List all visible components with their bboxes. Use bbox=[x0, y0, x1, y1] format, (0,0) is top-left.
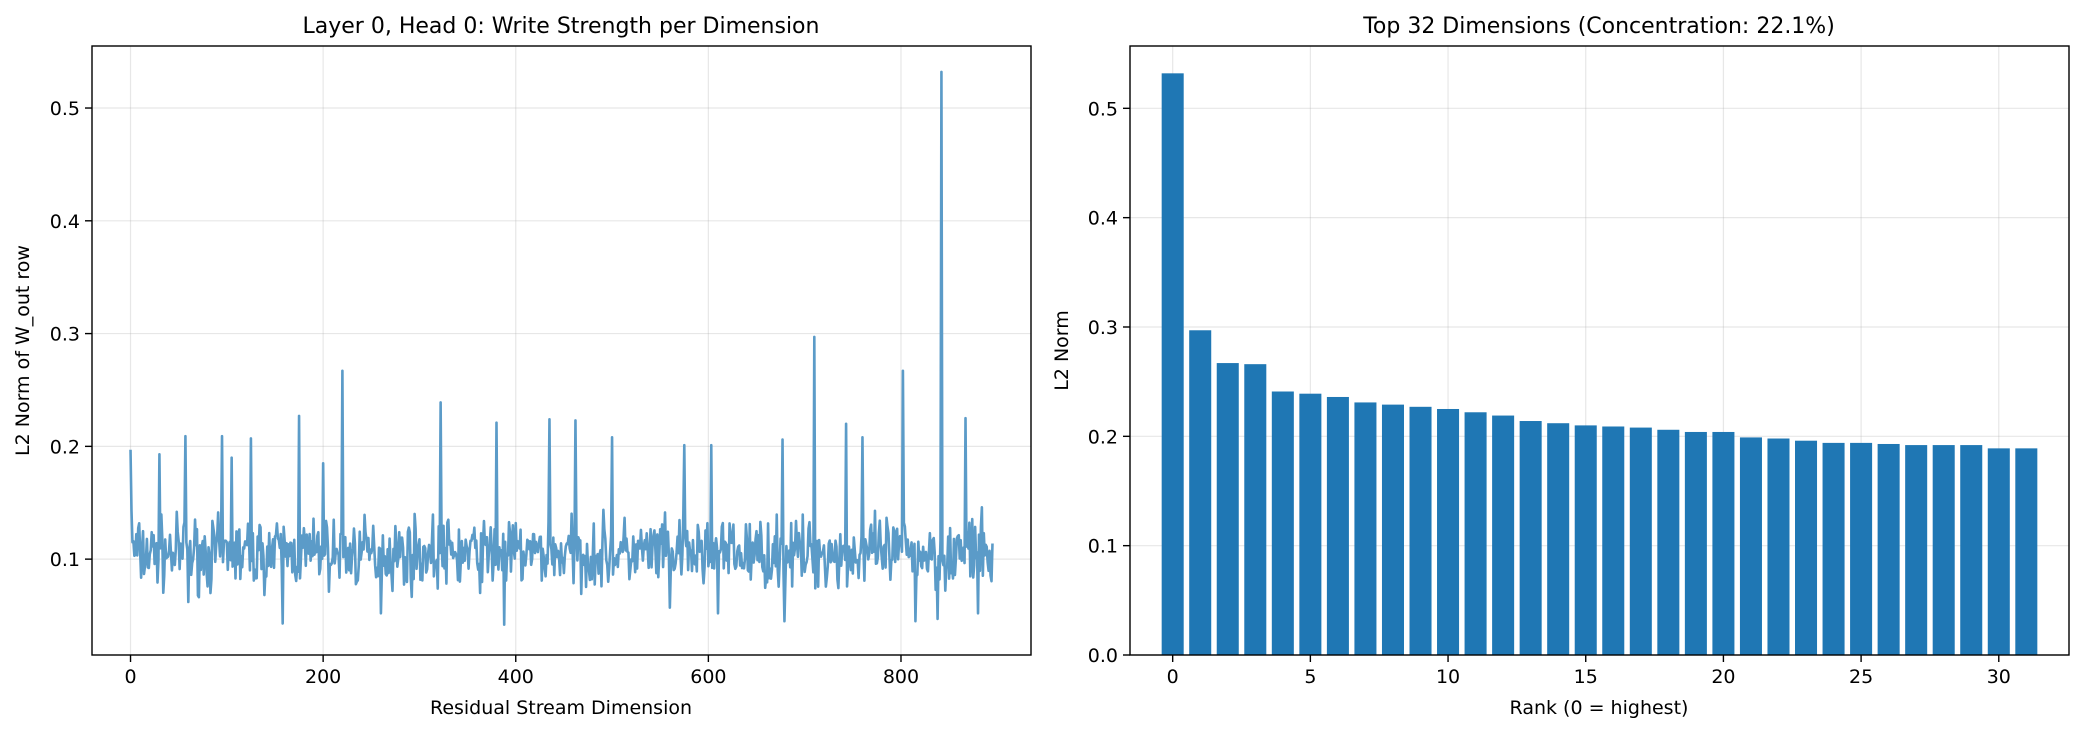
line-chart-x-tick-label: 400 bbox=[498, 666, 534, 688]
bar-rank-6 bbox=[1326, 396, 1349, 655]
bar-rank-30 bbox=[1987, 448, 2010, 655]
bar-rank-20 bbox=[1712, 431, 1735, 655]
bar-rank-9 bbox=[1409, 406, 1432, 655]
bar-chart-axes-frame bbox=[1129, 45, 2070, 656]
bar-rank-31 bbox=[2015, 448, 2038, 655]
bar-rank-13 bbox=[1519, 421, 1542, 655]
line-chart-series-line bbox=[129, 70, 994, 626]
bar-chart-x-tick-label: 15 bbox=[1574, 666, 1598, 688]
bar-rank-8 bbox=[1381, 404, 1404, 655]
line-chart-y-tick-label: 0.3 bbox=[50, 324, 80, 346]
bar-rank-5 bbox=[1299, 393, 1322, 655]
bar-chart-x-tick-label: 5 bbox=[1304, 666, 1316, 688]
bar-rank-7 bbox=[1354, 402, 1377, 655]
line-chart-x-tick-label: 0 bbox=[124, 666, 136, 688]
line-chart-y-ticks: 0.1 0.2 0.3 0.4 0.5 bbox=[50, 98, 92, 571]
line-chart-title: Layer 0, Head 0: Write Strength per Dime… bbox=[303, 14, 820, 39]
bar-chart-x-tick-label: 0 bbox=[1167, 666, 1179, 688]
bar-rank-25 bbox=[1850, 442, 1873, 655]
bar-chart-title: Top 32 Dimensions (Concentration: 22.1%) bbox=[1362, 14, 1835, 39]
line-chart-axes-frame bbox=[91, 45, 1032, 656]
bar-rank-29 bbox=[1960, 445, 1983, 655]
bar-rank-2 bbox=[1216, 363, 1239, 655]
bar-rank-11 bbox=[1464, 412, 1487, 655]
bar-rank-17 bbox=[1629, 427, 1652, 655]
bar-chart-y-tick-label: 0.4 bbox=[1088, 208, 1118, 230]
bar-chart-y-ticks: 0.0 0.1 0.2 0.3 0.4 0.5 bbox=[1088, 98, 1130, 667]
bar-rank-26 bbox=[1877, 443, 1900, 655]
line-chart-x-ticks: 0 200 400 600 800 bbox=[124, 655, 919, 688]
bar-rank-3 bbox=[1244, 364, 1267, 655]
bar-chart-x-tick-label: 30 bbox=[1987, 666, 2011, 688]
bar-chart-y-tick-label: 0.3 bbox=[1088, 317, 1118, 339]
bar-rank-15 bbox=[1574, 425, 1597, 655]
line-chart-panel: Layer 0, Head 0: Write Strength per Dime… bbox=[12, 14, 1032, 719]
bar-rank-22 bbox=[1767, 438, 1790, 655]
bar-rank-21 bbox=[1739, 437, 1762, 655]
line-chart-x-tick-label: 200 bbox=[305, 666, 341, 688]
bar-chart-panel: Top 32 Dimensions (Concentration: 22.1%)… bbox=[1051, 14, 2070, 719]
bar-rank-28 bbox=[1932, 445, 1955, 655]
bar-chart-x-tick-label: 10 bbox=[1436, 666, 1460, 688]
bar-chart-y-tick-label: 0.2 bbox=[1088, 426, 1118, 448]
bar-chart-bars bbox=[1161, 73, 2038, 655]
bar-rank-0 bbox=[1161, 73, 1184, 655]
line-chart-y-axis-label: L2 Norm of W_out row bbox=[12, 245, 34, 456]
bar-chart-y-tick-label: 0.1 bbox=[1088, 536, 1118, 558]
line-chart-y-tick-label: 0.1 bbox=[50, 549, 80, 571]
bar-chart-x-axis-label: Rank (0 = highest) bbox=[1510, 697, 1689, 719]
bar-rank-18 bbox=[1657, 429, 1680, 655]
bar-chart-y-tick-label: 0.0 bbox=[1088, 645, 1118, 667]
bar-rank-12 bbox=[1492, 415, 1515, 655]
line-chart-y-tick-label: 0.2 bbox=[50, 436, 80, 458]
bar-rank-16 bbox=[1602, 426, 1625, 655]
bar-chart-x-ticks: 0 5 10 15 20 25 30 bbox=[1167, 655, 2011, 688]
bar-rank-1 bbox=[1189, 330, 1212, 655]
bar-chart-y-tick-label: 0.5 bbox=[1088, 98, 1118, 120]
bar-rank-24 bbox=[1822, 442, 1845, 655]
bar-rank-14 bbox=[1547, 423, 1570, 655]
bar-chart-y-axis-label: L2 Norm bbox=[1051, 310, 1073, 391]
bar-rank-23 bbox=[1795, 440, 1818, 655]
bar-chart-x-tick-label: 25 bbox=[1849, 666, 1873, 688]
line-chart-x-tick-label: 600 bbox=[690, 666, 726, 688]
line-chart-y-tick-label: 0.4 bbox=[50, 211, 80, 233]
line-chart-y-tick-label: 0.5 bbox=[50, 98, 80, 120]
line-chart-x-axis-label: Residual Stream Dimension bbox=[430, 697, 692, 719]
line-chart-x-tick-label: 800 bbox=[883, 666, 919, 688]
bar-rank-27 bbox=[1905, 445, 1928, 655]
bar-chart-x-tick-label: 20 bbox=[1711, 666, 1735, 688]
line-chart-series bbox=[129, 70, 994, 626]
bar-rank-19 bbox=[1684, 431, 1707, 655]
bar-rank-10 bbox=[1437, 408, 1460, 655]
bar-rank-4 bbox=[1271, 391, 1294, 655]
